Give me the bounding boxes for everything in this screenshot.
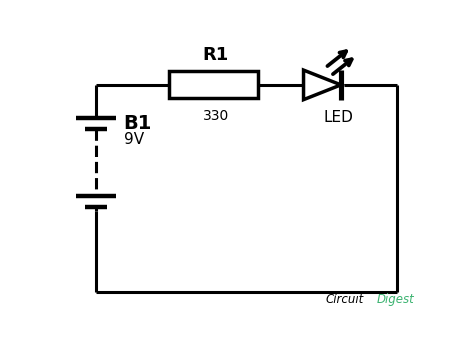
Text: R1: R1 bbox=[202, 46, 229, 64]
Bar bbox=[169, 72, 258, 98]
Text: B1: B1 bbox=[124, 114, 152, 133]
Text: Digest: Digest bbox=[377, 293, 415, 306]
Text: LED: LED bbox=[323, 110, 354, 125]
Text: Círcuit: Círcuit bbox=[326, 293, 364, 306]
Text: 9V: 9V bbox=[124, 133, 144, 148]
Text: 330: 330 bbox=[202, 109, 229, 123]
Polygon shape bbox=[303, 70, 341, 100]
